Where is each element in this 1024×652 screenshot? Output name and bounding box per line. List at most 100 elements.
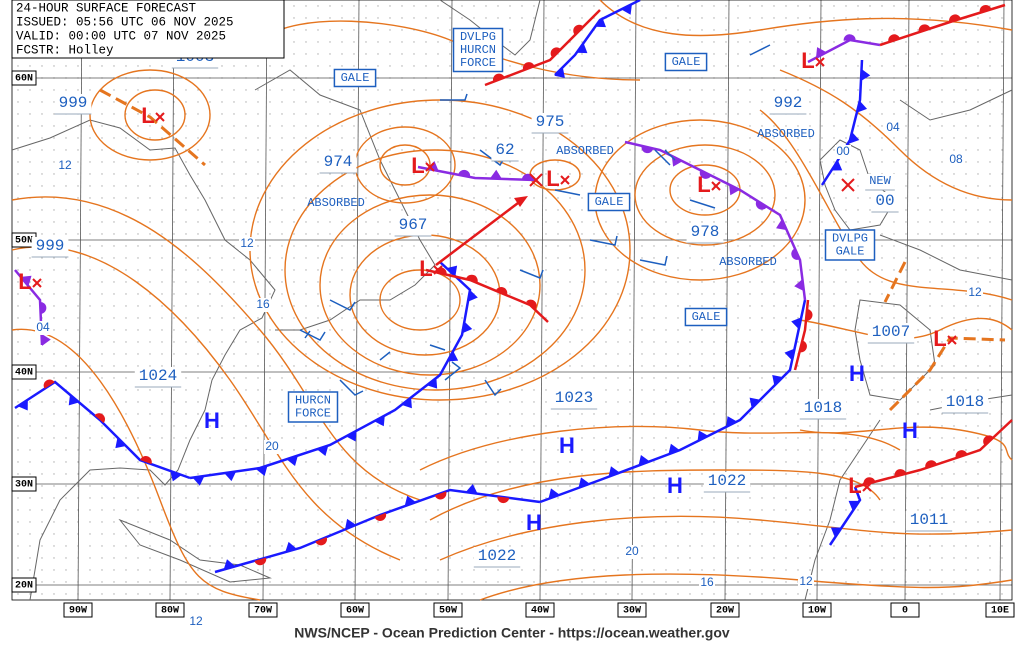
front-triangle [595, 16, 606, 28]
front-triangle [224, 471, 237, 482]
cold-front [554, 0, 641, 76]
boxed-label-frame [452, 27, 504, 73]
boxed-label: GALE [672, 55, 701, 69]
pressure-label-bg [905, 511, 953, 531]
isobar-label: 12 [968, 285, 982, 299]
boxed-label: HURCN [460, 43, 496, 57]
low-cross [862, 482, 872, 492]
pressure-label-bg [867, 323, 915, 343]
low-center: L [933, 326, 946, 351]
pressure-label-bg [703, 472, 751, 492]
front-triangle [578, 477, 590, 488]
lon-label: 20W [716, 606, 734, 617]
low-center: L [848, 473, 861, 498]
lon-label: 30W [623, 606, 641, 617]
isobar-label-bg [948, 153, 964, 167]
front-triangle [462, 321, 473, 334]
front-semicircle [434, 491, 447, 500]
front-triangle [467, 289, 478, 302]
front-semicircle [983, 435, 994, 446]
lon-label: 10E [991, 606, 1009, 617]
front-semicircle [374, 512, 387, 521]
front-triangle [17, 399, 28, 411]
isobar-label: 12 [799, 574, 813, 588]
front-triangle [548, 488, 560, 499]
front-semicircle [791, 248, 800, 260]
lon-label-box [63, 602, 93, 618]
pressure-label: NEW [869, 174, 891, 188]
lon-label: 40W [531, 606, 549, 617]
high-center: H [902, 418, 918, 443]
header-box [11, 0, 285, 59]
lon-label: 90W [69, 606, 87, 617]
pressure-label-bg [319, 153, 357, 173]
front-semicircle [918, 24, 931, 33]
front-triangle [192, 475, 205, 486]
low-center: L [18, 269, 31, 294]
pressure-label: 975 [536, 113, 565, 131]
isobar-label: 16 [256, 297, 270, 311]
pressure-label: 1018 [946, 393, 984, 411]
front-semicircle [254, 557, 267, 566]
boxed-label-frame [333, 68, 377, 88]
pressure-label: 00 [875, 192, 894, 210]
longitude-line [904, 0, 910, 601]
front-semicircle [863, 477, 876, 485]
pressure-label-bg [865, 174, 895, 190]
front-semicircle [641, 145, 654, 154]
boxed-label: GALE [836, 245, 865, 259]
front-semicircle [799, 340, 807, 353]
pressure-label: 1022 [478, 547, 516, 565]
front-semicircle [495, 287, 508, 296]
front-triangle [256, 465, 268, 476]
boxed-label-frame [684, 307, 728, 327]
pressure-label: 999 [59, 94, 88, 112]
low-cross [560, 175, 570, 185]
front-semicircle [497, 496, 510, 504]
boxed-label: FORCE [295, 407, 331, 421]
front-triangle [772, 375, 783, 386]
boxed-label-frame [587, 192, 631, 212]
lat-label-box [11, 476, 37, 492]
warm-front [854, 419, 1013, 489]
longitude-line [169, 0, 175, 601]
isobar-label: 20 [625, 544, 639, 558]
low-center: L [697, 172, 710, 197]
pressure-label-bg [871, 192, 899, 212]
pressure-label: 1024 [139, 367, 177, 385]
front-triangle [791, 317, 802, 330]
high-center: H [667, 473, 683, 498]
low-cross [815, 57, 825, 67]
pressure-label-bg [134, 367, 182, 387]
lon-label-box [890, 602, 920, 618]
header-line: ISSUED: 05:56 UTC 06 NOV 2025 [16, 15, 234, 29]
isobar-label-bg [798, 575, 814, 589]
front-semicircle [315, 537, 327, 546]
boxed-label: DVLPG [460, 30, 496, 44]
front-triangle [316, 445, 329, 456]
lon-label-box [155, 602, 185, 618]
low-center: L [411, 153, 424, 178]
pressure-label: 974 [324, 153, 353, 171]
front-semicircle [949, 14, 961, 23]
isobar-label: 04 [886, 120, 900, 134]
isobar-label-bg [885, 121, 901, 135]
high-center: H [204, 408, 220, 433]
front-triangle [638, 455, 650, 466]
lat-label: 30N [15, 480, 33, 491]
isobar-label-bg [57, 159, 73, 173]
isobar-label: 00 [836, 144, 850, 158]
front-semicircle [755, 200, 767, 210]
lon-label-box [340, 602, 370, 618]
front-triangle [749, 397, 761, 409]
lon-label: 60W [346, 606, 364, 617]
front-triangle [170, 470, 182, 482]
front-triangle [446, 265, 458, 277]
front-triangle [285, 541, 297, 553]
front-triangle [608, 466, 620, 477]
front-semicircle [894, 469, 907, 477]
pressure-label: 1022 [708, 472, 746, 490]
front-triangle [20, 275, 32, 287]
boxed-label: DVLPG [832, 232, 868, 246]
